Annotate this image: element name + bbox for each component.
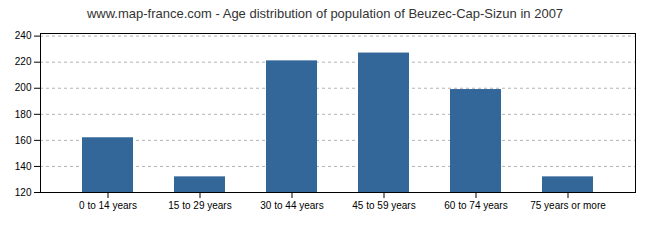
svg-text:75 years or more: 75 years or more [530,200,606,211]
svg-text:15 to 29 years: 15 to 29 years [168,200,231,211]
svg-text:60 to 74 years: 60 to 74 years [444,200,507,211]
svg-text:0 to 14 years: 0 to 14 years [79,200,137,211]
html-text:www.map-france.com - Age distr: www.map-france.com - Age distribution of… [86,6,564,21]
svg-text:45 to 59 years: 45 to 59 years [352,200,415,211]
svg-text:140: 140 [15,161,32,172]
svg-text:120: 120 [15,187,32,198]
svg-text:30 to 44 years: 30 to 44 years [260,200,323,211]
svg-text:180: 180 [15,109,32,120]
svg-text:220: 220 [15,56,32,67]
svg-text:160: 160 [15,135,32,146]
svg-text:200: 200 [15,82,32,93]
svg-text:240: 240 [15,30,32,41]
